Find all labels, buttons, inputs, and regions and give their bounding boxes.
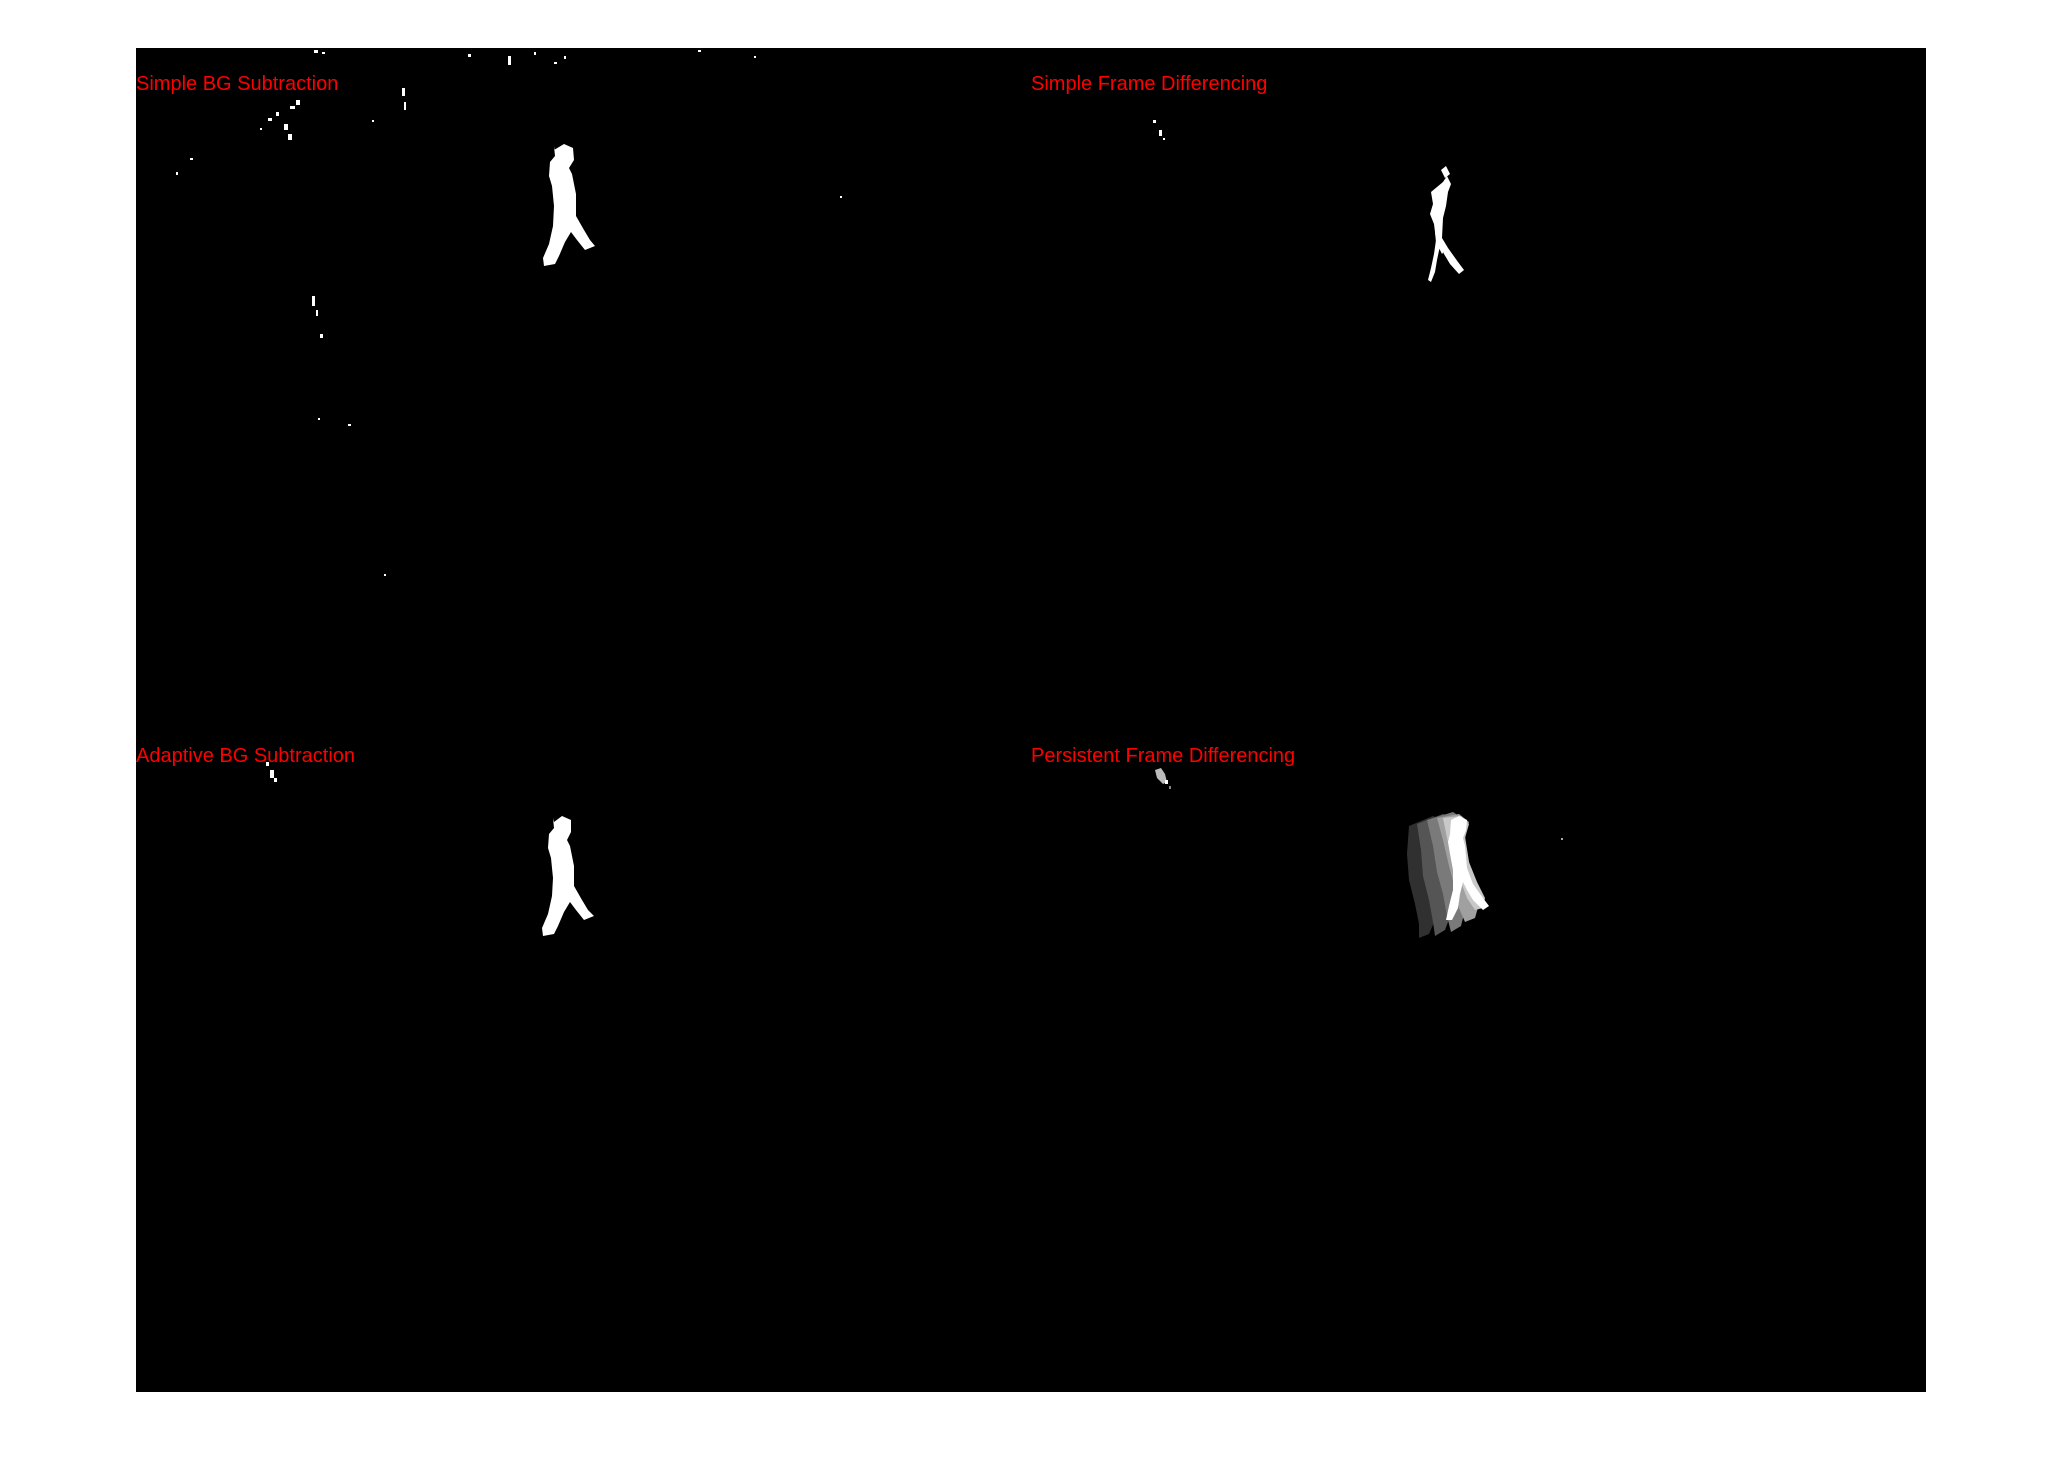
- image-frame: Simple BG Subtraction Simple Frame Diffe…: [136, 48, 1926, 1392]
- panel-label: Persistent Frame Differencing: [1031, 745, 1296, 767]
- panel-adaptive-bg-subtraction: Adaptive BG Subtraction: [136, 720, 1031, 1392]
- panel-label: Simple BG Subtraction: [136, 73, 339, 95]
- panel-label: Simple Frame Differencing: [1031, 73, 1268, 95]
- mask-simple-frame-differencing: [1153, 120, 1464, 282]
- panel-label: Adaptive BG Subtraction: [136, 745, 356, 767]
- panel-simple-bg-subtraction: Simple BG Subtraction: [136, 48, 1031, 720]
- mask-adaptive-bg-subtraction: [266, 762, 594, 936]
- mask-simple-bg-subtraction: [176, 50, 842, 576]
- mask-persistent-frame-differencing: [1155, 768, 1563, 938]
- panel-simple-frame-differencing: Simple Frame Differencing: [1031, 48, 1926, 720]
- panel-persistent-frame-differencing: Persistent Frame Differencing: [1031, 720, 1926, 1392]
